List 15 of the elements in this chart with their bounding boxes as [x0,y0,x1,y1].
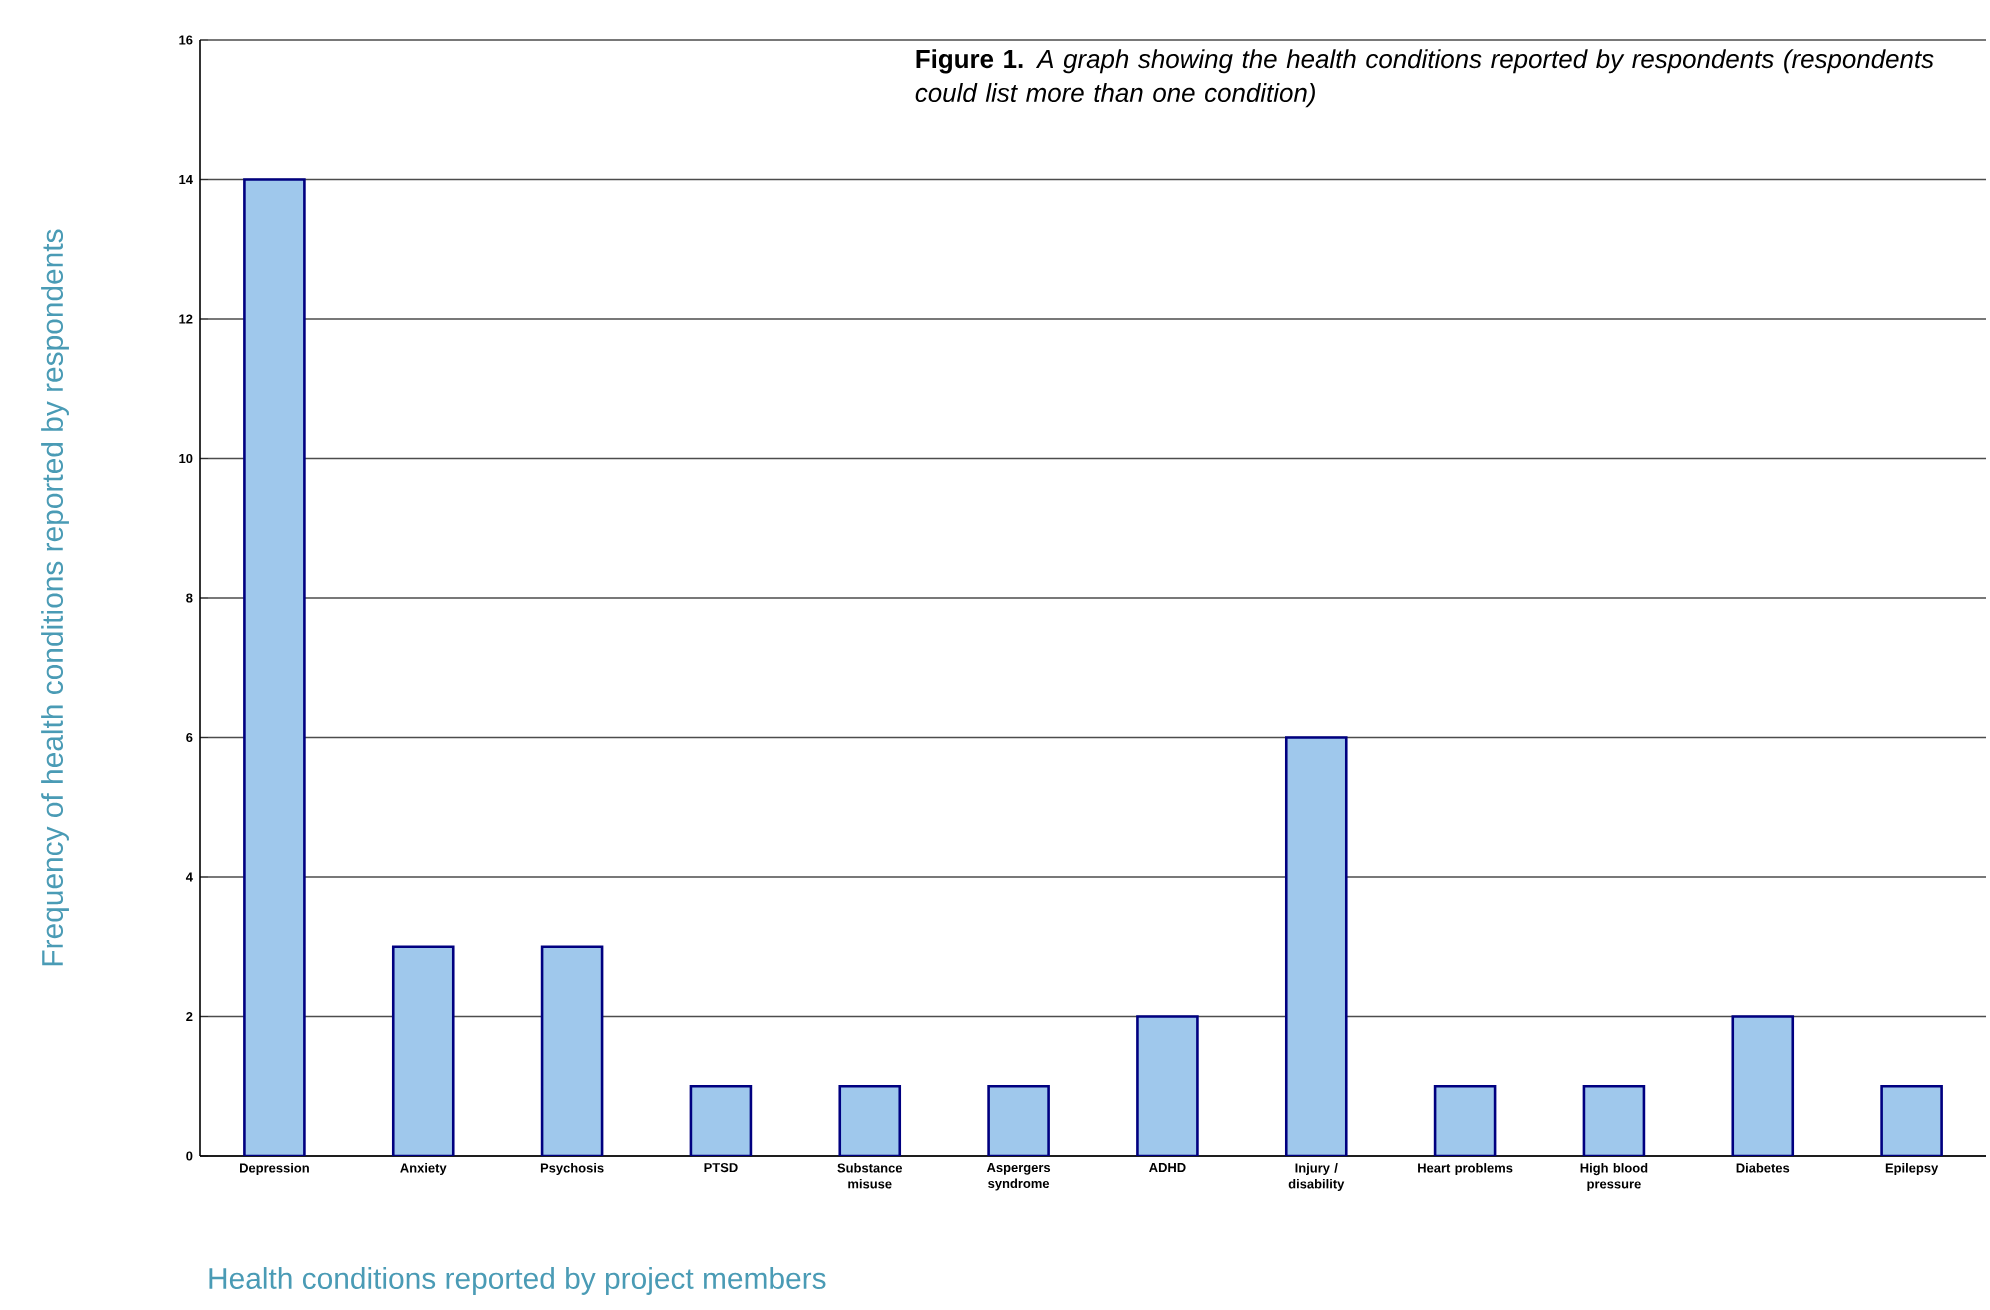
bar [391,945,455,1156]
text: Figure 1. A graph showing the health conditions reported by respondents (respondents could list more than one condition) [915,49,1934,108]
bar [243,178,306,1156]
bar [1582,1084,1646,1156]
bar [1284,736,1348,1156]
bar [1433,1084,1497,1156]
x-axis-title: Health conditions reported by project members [209,1267,826,1295]
bar [1136,1015,1199,1156]
bar [689,1084,753,1156]
bar [1731,1015,1795,1156]
bar [987,1084,1050,1156]
y-axis-title: Frequency of health conditions reported by respondents [41,229,69,966]
bar [838,1084,902,1156]
bar [1880,1084,1943,1156]
bar [540,945,604,1156]
